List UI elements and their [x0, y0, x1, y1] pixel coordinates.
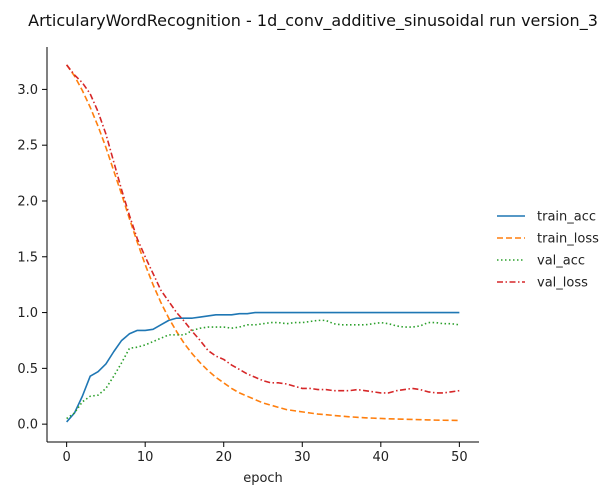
series-line-train-acc	[66, 311, 460, 423]
legend-label: val_loss	[537, 276, 588, 291]
y-tick-label: 0.5	[17, 362, 38, 377]
legend: train_acc train_loss val_acc val_loss	[497, 210, 599, 291]
legend-label: train_acc	[537, 210, 596, 225]
y-tick-label: 0.0	[17, 418, 38, 433]
x-axis: 0 10 20 30 40 50	[47, 441, 479, 465]
x-tick-label: 30	[294, 450, 311, 465]
legend-item-train-loss: train_loss	[497, 232, 599, 247]
x-tick-label: 40	[373, 450, 390, 465]
y-tick-label: 1.0	[17, 306, 38, 321]
y-tick-label: 1.5	[17, 250, 38, 265]
x-tick-label: 20	[215, 450, 232, 465]
legend-label: val_acc	[537, 254, 585, 269]
chart-title: ArticularyWordRecognition - 1d_conv_addi…	[28, 11, 598, 31]
y-tick-label: 2.5	[17, 139, 38, 154]
x-tick-label: 10	[137, 450, 154, 465]
series-line-val-loss	[66, 64, 460, 394]
legend-item-val-acc: val_acc	[497, 254, 585, 269]
y-tick-label: 3.0	[17, 83, 38, 98]
series-line-train-loss	[65, 64, 460, 422]
x-axis-label: epoch	[243, 471, 283, 486]
legend-item-train-acc: train_acc	[497, 210, 596, 225]
y-axis: 0.0 0.5 1.0 1.5 2.0 2.5 3.0	[17, 47, 48, 442]
legend-item-val-loss: val_loss	[497, 276, 588, 291]
series-line-val-acc	[66, 319, 460, 420]
x-tick-label: 0	[62, 450, 70, 465]
y-tick-label: 2.0	[17, 194, 38, 209]
plot-area	[65, 64, 460, 423]
legend-label: train_loss	[537, 232, 599, 247]
x-tick-label: 50	[451, 450, 468, 465]
